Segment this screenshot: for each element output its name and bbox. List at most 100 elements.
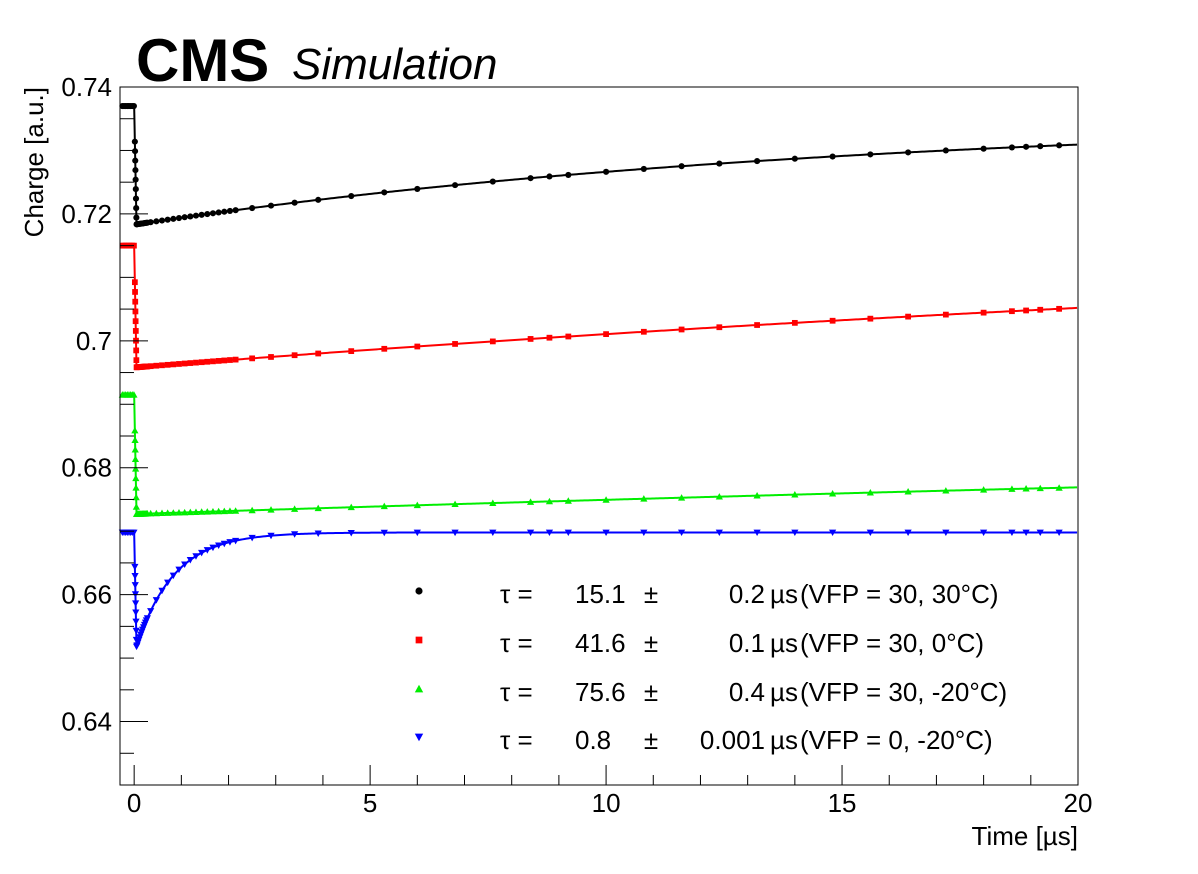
data-point: [170, 361, 177, 368]
data-point: [451, 500, 459, 508]
data-point: [131, 572, 139, 580]
data-point: [867, 151, 874, 158]
data-point: [132, 157, 139, 164]
data-point: [170, 215, 177, 222]
data-point: [829, 529, 837, 537]
data-point: [204, 210, 211, 218]
data-point: [131, 455, 140, 463]
data-point: [158, 217, 166, 224]
y-tick-label: 0.66: [61, 580, 112, 610]
y-tick-label: 0.74: [61, 72, 112, 102]
data-point: [867, 315, 874, 322]
data-point: [159, 362, 165, 369]
data-point: [754, 158, 761, 165]
data-point: [640, 529, 648, 537]
data-point: [181, 214, 188, 221]
data-point: [791, 155, 798, 162]
data-point: [209, 507, 217, 515]
data-point: [226, 507, 234, 514]
x-tick-label: 15: [828, 788, 857, 818]
y-tick-label: 0.7: [76, 326, 112, 356]
data-point: [1036, 484, 1044, 492]
data-point: [904, 488, 912, 495]
data-point: [132, 186, 139, 193]
data-point: [565, 171, 572, 178]
data-point: [132, 627, 140, 635]
legend-tau-label: τ =: [500, 677, 533, 707]
data-point: [1008, 485, 1016, 492]
legend-tau-value: 75.6: [575, 677, 626, 707]
legend-tau-value: 15.1: [575, 579, 626, 609]
data-point: [1023, 143, 1030, 150]
data-point: [198, 211, 205, 218]
data-point: [204, 358, 211, 365]
data-point: [640, 165, 647, 172]
data-point: [452, 341, 458, 347]
data-point: [381, 189, 388, 196]
data-point: [640, 495, 648, 502]
data-point: [1022, 485, 1030, 492]
data-point: [132, 474, 140, 482]
data-point: [904, 529, 912, 537]
data-point: [198, 508, 206, 515]
data-point: [348, 192, 355, 200]
data-point: [315, 350, 322, 357]
data-point: [677, 529, 686, 537]
data-point: [132, 600, 140, 607]
data-point: [169, 509, 177, 516]
data-point: [753, 492, 761, 499]
data-point: [132, 298, 139, 305]
data-point: [980, 486, 988, 493]
data-point: [130, 102, 137, 110]
data-point: [158, 509, 166, 517]
x-tick-label: 5: [363, 788, 377, 818]
data-point: [187, 213, 194, 220]
data-point: [489, 499, 497, 506]
data-point: [942, 487, 950, 494]
data-point: [414, 733, 424, 742]
data-point: [131, 563, 139, 571]
data-point: [980, 309, 987, 316]
data-point: [176, 361, 182, 367]
data-point: [291, 199, 298, 206]
legend-tau-label: τ =: [500, 628, 533, 658]
legend-tau-error: 0.1: [729, 628, 765, 658]
data-point: [164, 361, 171, 368]
data-point: [267, 532, 275, 540]
y-tick-label: 0.64: [61, 707, 112, 737]
data-point: [181, 508, 189, 516]
data-point: [181, 561, 189, 568]
data-point: [232, 507, 240, 514]
cms-label: CMS: [136, 27, 269, 94]
data-point: [866, 529, 874, 537]
data-point: [414, 684, 424, 693]
data-point: [193, 359, 199, 366]
data-point: [640, 328, 647, 335]
data-point: [565, 333, 572, 340]
y-tick-label: 0.72: [61, 199, 112, 229]
data-point: [131, 446, 139, 453]
data-point: [186, 557, 194, 564]
data-point: [192, 212, 200, 219]
data-point: [232, 207, 239, 214]
data-point: [248, 534, 256, 542]
legend-condition: (VFP = 30, 30°C): [800, 579, 999, 609]
x-axis-label: Time [µs]: [972, 821, 1078, 851]
data-point: [131, 138, 138, 145]
data-point: [133, 205, 140, 212]
data-point: [1037, 143, 1044, 150]
data-point: [221, 357, 228, 364]
data-point: [226, 207, 234, 215]
data-point: [130, 391, 138, 398]
data-point: [791, 319, 798, 326]
legend-tau-error: 0.2: [729, 579, 765, 609]
data-point: [210, 358, 216, 365]
data-point: [791, 491, 799, 498]
data-point: [132, 176, 139, 183]
data-point: [132, 465, 140, 472]
data-point: [147, 509, 155, 517]
legend-plus-minus: ±: [644, 579, 658, 609]
data-point: [220, 540, 228, 548]
